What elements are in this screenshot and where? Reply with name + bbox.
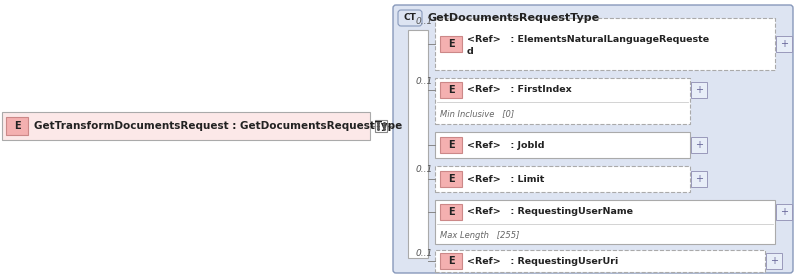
Bar [766,253,782,269]
Text: E: E [447,207,455,217]
Bar [435,132,690,158]
Text: 0..1: 0..1 [415,165,433,174]
Bar [776,36,792,52]
Text: E: E [447,256,455,266]
Text: +: + [770,256,778,266]
Bar [691,137,707,153]
Text: <Ref>   : RequestingUserName: <Ref> : RequestingUserName [467,207,633,216]
Text: +: + [780,207,788,217]
Text: 0..1: 0..1 [415,249,433,258]
Bar [691,171,707,187]
FancyBboxPatch shape [393,5,793,273]
Text: +: + [695,140,703,150]
Bar [2,112,370,140]
Text: 0..1: 0..1 [415,17,433,26]
Bar [408,30,428,258]
Bar [435,200,775,244]
Bar [440,82,462,98]
Text: <Ref>   : RequestingUserUri: <Ref> : RequestingUserUri [467,256,618,265]
Bar [435,18,775,70]
Text: E: E [447,39,455,49]
Text: +: + [695,85,703,95]
Bar [440,36,462,52]
Bar [375,120,387,132]
Text: GetDocumentsRequestType: GetDocumentsRequestType [428,13,600,23]
Bar [440,204,462,220]
Text: 0..1: 0..1 [415,77,433,86]
Bar [776,204,792,220]
Bar [435,250,765,272]
Text: d: d [467,48,474,57]
Text: E: E [447,174,455,184]
Bar [6,117,28,135]
Text: Max Length   [255]: Max Length [255] [440,230,519,239]
Text: Min Inclusive   [0]: Min Inclusive [0] [440,109,514,118]
Bar [440,171,462,187]
Text: E: E [447,85,455,95]
Text: <Ref>   : Limit: <Ref> : Limit [467,174,544,183]
Bar [691,82,707,98]
Text: E: E [14,121,20,131]
Bar [440,137,462,153]
Text: +: + [780,39,788,49]
Text: +: + [695,174,703,184]
FancyBboxPatch shape [398,10,422,26]
Text: <Ref>   : JobId: <Ref> : JobId [467,141,544,150]
Bar [435,166,690,192]
Text: E: E [447,140,455,150]
Bar [440,253,462,269]
Bar [435,78,690,124]
Text: <Ref>   : ElementsNaturalLanguageRequeste: <Ref> : ElementsNaturalLanguageRequeste [467,34,710,43]
Text: <Ref>   : FirstIndex: <Ref> : FirstIndex [467,85,572,95]
Text: GetTransformDocumentsRequest : GetDocumentsRequestType: GetTransformDocumentsRequest : GetDocume… [34,121,402,131]
Text: CT: CT [403,13,416,22]
